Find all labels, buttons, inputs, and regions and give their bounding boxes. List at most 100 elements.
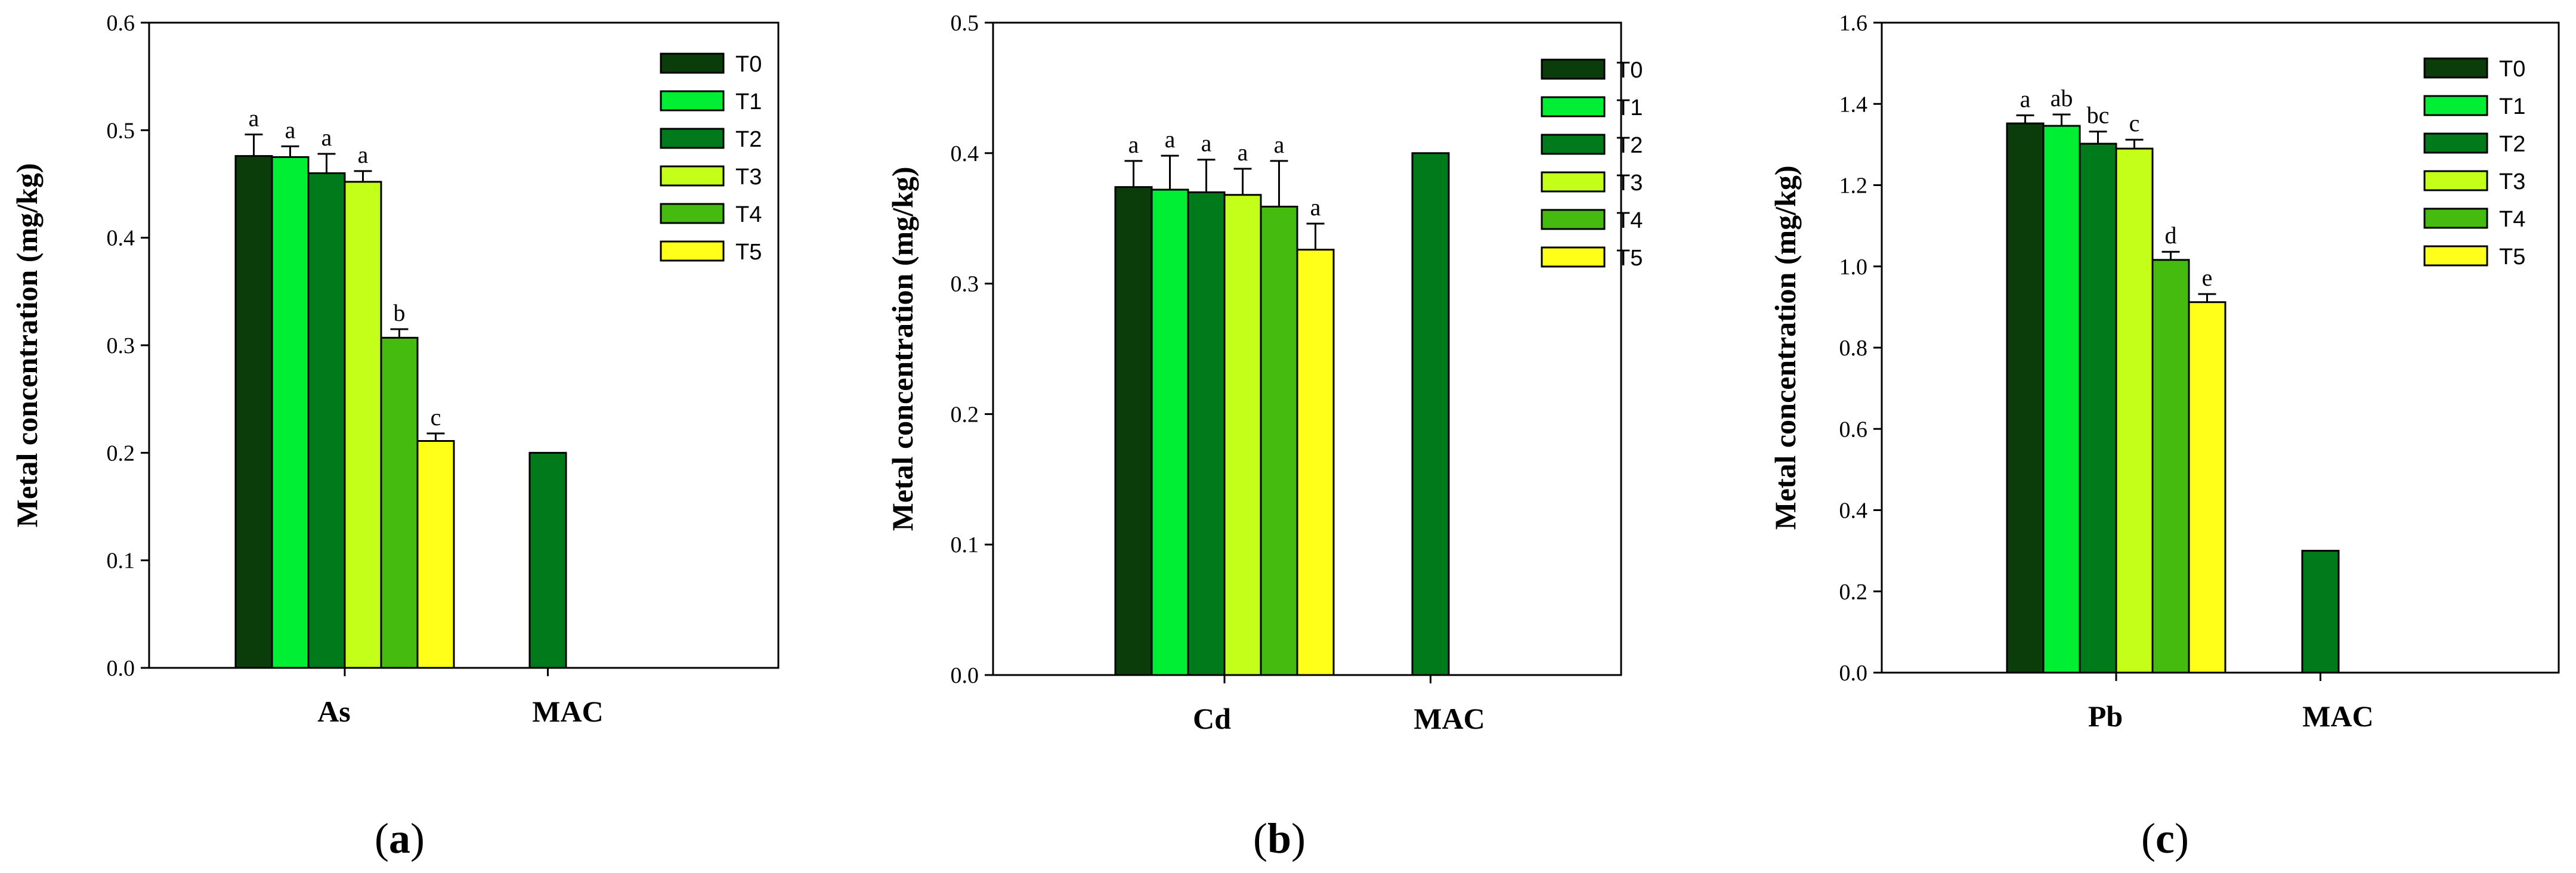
legend: T0 T1 T2 T3 T4 T5 (1541, 58, 1643, 271)
y-axis-title: Metal concentration (mg/kg) (1768, 166, 1802, 530)
significance-letter: bc (2087, 102, 2110, 129)
y-tick-label: 0.3 (951, 272, 979, 297)
bar-T5 (1296, 249, 1335, 676)
x-category-label: As (317, 695, 351, 728)
significance-letter: a (1201, 130, 1212, 157)
bar-T1 (2042, 125, 2081, 674)
legend-swatch-T0 (1541, 58, 1606, 80)
significance-letter: a (1274, 131, 1285, 158)
y-axis-title: Metal concentration (mg/kg) (10, 163, 44, 528)
legend-swatch-T1 (660, 90, 725, 112)
significance-letter: a (358, 141, 369, 168)
significance-letter: a (2020, 85, 2031, 112)
panel-label: (c) (2141, 815, 2189, 862)
chart-panel-b: 0.0 0.1 0.2 0.3 0.4 0.5 Metal concentration (m… (886, 11, 1643, 862)
legend-label-T3: T3 (2499, 169, 2525, 194)
legend-label-T1: T1 (2499, 94, 2525, 119)
bar-T4 (380, 336, 419, 669)
bar-T2 (307, 172, 346, 669)
legend-label-T3: T3 (1616, 171, 1643, 196)
legend-label-T0: T0 (735, 52, 762, 77)
panel-label-open: ( (1253, 815, 1267, 862)
y-tick-label: 1.4 (1839, 92, 1868, 117)
legend-swatch-T1 (1541, 96, 1606, 117)
bar-T3 (344, 181, 382, 669)
panel-label-letter: b (1267, 815, 1291, 862)
chart-panel-c: 0.0 0.2 0.4 0.6 0.8 1.0 1.2 1.4 1.6 Metal concent… (1768, 11, 2560, 862)
y-tick-label: 0.0 (1839, 661, 1868, 686)
legend-label-T5: T5 (1616, 246, 1643, 271)
bar-T1 (1151, 188, 1189, 676)
bar-MAC (2301, 550, 2340, 674)
legend-label-T3: T3 (735, 165, 762, 190)
legend-label-T0: T0 (2499, 57, 2525, 82)
x-category-label: Pb (2088, 699, 2123, 733)
legend-swatch-T3 (660, 165, 725, 187)
legend-swatch-T4 (660, 203, 725, 224)
panel-label-close: ) (410, 815, 425, 862)
y-axis-title: Metal concentration (mg/kg) (886, 167, 919, 531)
panel-label-open: ( (375, 815, 389, 862)
legend-swatch-T2 (660, 128, 725, 149)
y-tick-label: 1.0 (1839, 255, 1868, 280)
significance-letter: a (249, 105, 259, 132)
y-tick-label: 0.4 (1839, 499, 1868, 524)
significance-letter: a (1238, 139, 1248, 166)
significance-letter: b (394, 299, 406, 326)
y-tick-label: 0.3 (107, 333, 135, 358)
panel-label-letter: a (389, 815, 410, 862)
y-tick-label: 0.6 (107, 11, 135, 36)
y-tick-label: 1.6 (1839, 11, 1868, 36)
legend: T0 T1 T2 T3 T4 T5 (2423, 57, 2525, 270)
chart-panel-a: 0.0 0.1 0.2 0.3 0.4 0.5 0.6 Metal concentration… (10, 11, 780, 862)
bar-T3 (1223, 194, 1262, 676)
significance-letter: a (1165, 126, 1176, 153)
legend-label-T2: T2 (2499, 132, 2525, 157)
y-tick-label: 0.4 (951, 141, 979, 166)
bar-T2 (2079, 143, 2117, 674)
bar-T4 (1260, 206, 1298, 676)
panel-label: (b) (1253, 815, 1306, 862)
legend-label-T1: T1 (735, 89, 762, 114)
bar-T5 (416, 439, 455, 669)
significance-letter: d (2165, 222, 2177, 249)
bar-T2 (1187, 191, 1226, 676)
bar-T0 (1114, 186, 1153, 676)
y-tick-label: 1.2 (1839, 174, 1868, 199)
significance-letter: ab (2051, 85, 2073, 112)
y-tick-label: 0.2 (951, 402, 979, 427)
legend-swatch-T2 (1541, 134, 1606, 155)
legend-swatch-T5 (1541, 246, 1606, 268)
legend-swatch-T3 (2423, 170, 2488, 191)
y-tick-label: 0.1 (107, 549, 135, 574)
legend-label-T5: T5 (735, 240, 762, 265)
significance-letter: a (285, 116, 296, 143)
legend-swatch-T5 (2423, 245, 2488, 267)
legend-swatch-T0 (2423, 57, 2488, 79)
bar-T3 (2115, 147, 2154, 674)
x-category-label: MAC (532, 695, 603, 728)
significance-letter: e (2202, 264, 2213, 291)
significance-letter: a (1310, 194, 1321, 221)
legend-label-T5: T5 (2499, 244, 2525, 270)
y-tick-label: 0.8 (1839, 336, 1868, 361)
legend-swatch-T0 (660, 52, 725, 74)
y-tick-label: 0.1 (951, 533, 979, 558)
legend-swatch-T2 (2423, 132, 2488, 154)
x-category-label: Cd (1193, 702, 1231, 735)
bar-T4 (2151, 259, 2190, 674)
y-tick-label: 0.5 (951, 11, 979, 36)
panel-label-open: ( (2141, 815, 2156, 862)
panel-label: (a) (375, 815, 425, 862)
x-category-label: MAC (1414, 702, 1485, 735)
legend-label-T2: T2 (1616, 133, 1643, 158)
y-tick-label: 0.4 (107, 226, 135, 251)
legend-label-T4: T4 (735, 202, 762, 227)
legend-label-T4: T4 (2499, 207, 2525, 232)
bar-T1 (271, 156, 310, 669)
y-tick-label: 0.0 (107, 656, 135, 681)
significance-letter: c (431, 404, 441, 431)
bar-MAC (528, 451, 567, 669)
y-tick-label: 0.2 (107, 441, 135, 466)
